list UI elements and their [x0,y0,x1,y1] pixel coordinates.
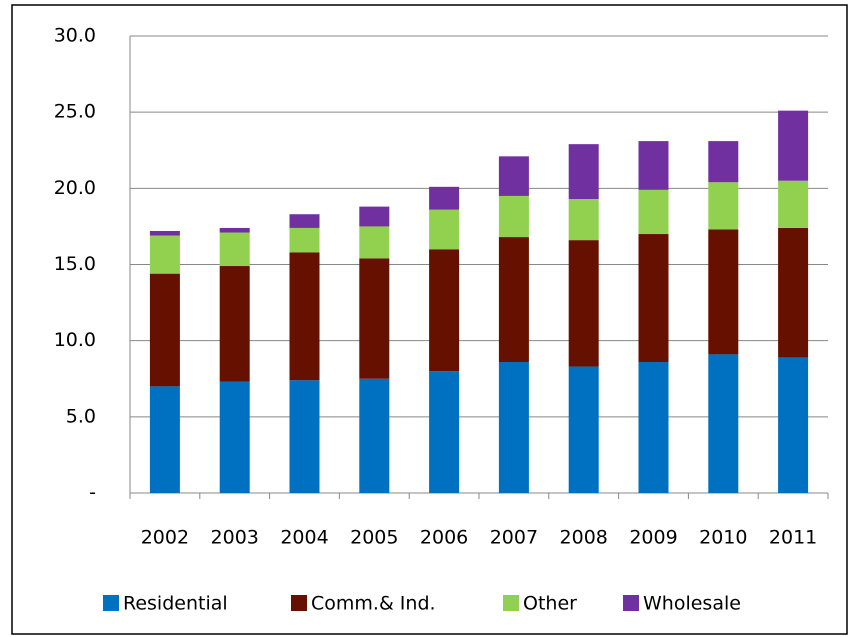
y-tick-label: 30.0 [54,25,96,47]
bar-segment [429,186,460,210]
bar-segment [778,227,809,358]
legend-label: Wholesale [643,593,741,615]
y-tick-label: - [89,482,96,504]
x-tick-label: 2008 [560,527,608,549]
legend-label: Comm.& Ind. [311,593,436,615]
legend-swatch [623,595,639,611]
bar-segment [778,357,809,493]
bar-segment [708,354,739,493]
x-tick-label: 2002 [141,527,189,549]
bar-segment [498,156,529,196]
y-tick-label: 10.0 [54,329,96,351]
x-tick-label: 2011 [769,527,817,549]
x-tick-label: 2007 [490,527,538,549]
bar-segment [289,227,320,253]
bar-segment [708,229,739,355]
y-tick-label: 5.0 [66,405,96,427]
bar-segment [359,258,390,379]
x-tick-label: 2009 [629,527,677,549]
bar-segment [568,240,599,367]
bar-segment [638,141,669,190]
bar-segment [149,386,180,493]
legend-swatch [291,595,307,611]
bar-segment [778,110,809,181]
bar-segment [429,249,460,372]
bar-segment [219,381,250,493]
bar-segment [219,232,250,267]
bar-segment [568,144,599,199]
legend-swatch [103,595,119,611]
bar-segment [149,230,180,236]
bar-segment [568,198,599,241]
legend-label: Other [523,593,577,615]
bar-segment [498,361,529,493]
bar-segment [219,266,250,382]
bar-segment [289,252,320,381]
bar-segment [359,226,390,259]
legend-swatch [503,595,519,611]
bar-segment [708,182,739,230]
bar-segment [429,209,460,250]
x-tick-label: 2006 [420,527,468,549]
bar-segment [429,371,460,493]
bar-segment [219,227,250,233]
bar-segment [778,180,809,228]
x-tick-label: 2004 [280,527,328,549]
x-tick-label: 2003 [211,527,259,549]
bar-segment [149,273,180,387]
x-tick-label: 2010 [699,527,747,549]
x-tick-label: 2005 [350,527,398,549]
bar-segment [638,361,669,493]
y-tick-label: 25.0 [54,101,96,123]
bar-segment [289,380,320,493]
y-tick-label: 20.0 [54,177,96,199]
bar-segment [149,235,180,274]
legend-label: Residential [123,593,228,615]
y-tick-label: 15.0 [54,253,96,275]
bar-segment [498,195,529,238]
bar-segment [638,234,669,362]
bar-segment [498,237,529,362]
bar-segment [568,366,599,493]
bar-segment [638,189,669,235]
bar-segment [708,141,739,183]
bar-segment [289,214,320,228]
bar-segment [359,378,390,493]
bar-segment [359,206,390,227]
